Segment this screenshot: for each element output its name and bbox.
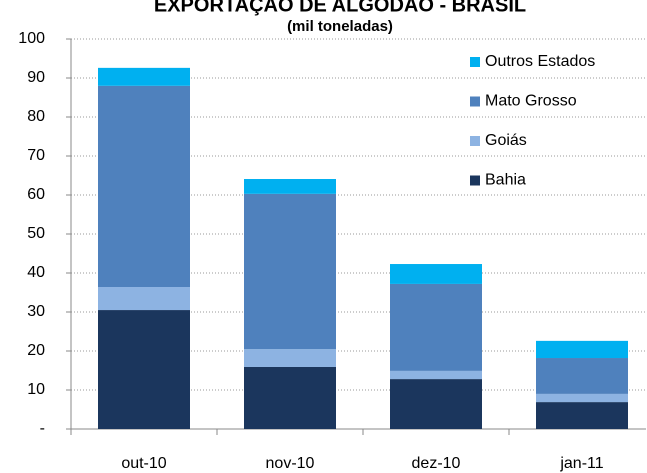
legend-swatch xyxy=(470,136,480,146)
bar-segment xyxy=(244,193,336,350)
y-tick-label: 60 xyxy=(27,186,45,203)
legend-label: Goiás xyxy=(485,132,527,149)
y-tick-label: 20 xyxy=(27,342,45,359)
x-tick-label: dez-10 xyxy=(412,455,461,472)
y-tick-label: 30 xyxy=(27,303,45,320)
x-tick-label: nov-10 xyxy=(266,455,315,472)
bar-segment xyxy=(244,349,336,367)
y-tick-label: 90 xyxy=(27,69,45,86)
bar-segment xyxy=(98,287,190,311)
bar-segment xyxy=(244,179,336,194)
bar-segment xyxy=(390,370,482,380)
chart-title: EXPORTAÇÃO DE ALGODÃO - BRASIL xyxy=(154,0,526,16)
x-tick-label: jan-11 xyxy=(559,455,603,472)
x-tick-label: out-10 xyxy=(121,455,166,472)
y-tick-label: 70 xyxy=(27,147,45,164)
y-tick-label: 80 xyxy=(27,108,45,125)
legend-swatch xyxy=(470,96,480,107)
bar-segment xyxy=(536,393,628,403)
legend-label: Mato Grosso xyxy=(485,93,577,110)
y-tick-label: 100 xyxy=(18,30,45,47)
bar-segment xyxy=(536,402,628,429)
y-tick-label: - xyxy=(40,420,45,437)
bar-segment xyxy=(536,340,628,359)
y-tick-label: 40 xyxy=(27,264,45,281)
bar-segment xyxy=(390,283,482,371)
bar-segment xyxy=(98,67,190,86)
y-tick-label: 50 xyxy=(27,225,45,242)
bar-segment xyxy=(390,264,482,284)
bar-segment xyxy=(244,366,336,429)
legend-swatch xyxy=(470,57,480,67)
bar-segment xyxy=(390,379,482,429)
legend-label: Bahia xyxy=(485,172,526,189)
y-tick-label: 10 xyxy=(27,381,45,398)
bar-segment xyxy=(98,310,190,429)
bar-segment xyxy=(98,85,190,288)
legend-swatch xyxy=(470,175,480,186)
legend-label: Outros Estados xyxy=(485,53,595,70)
bar-segment xyxy=(536,358,628,394)
chart-subtitle: (mil toneladas) xyxy=(287,18,393,35)
